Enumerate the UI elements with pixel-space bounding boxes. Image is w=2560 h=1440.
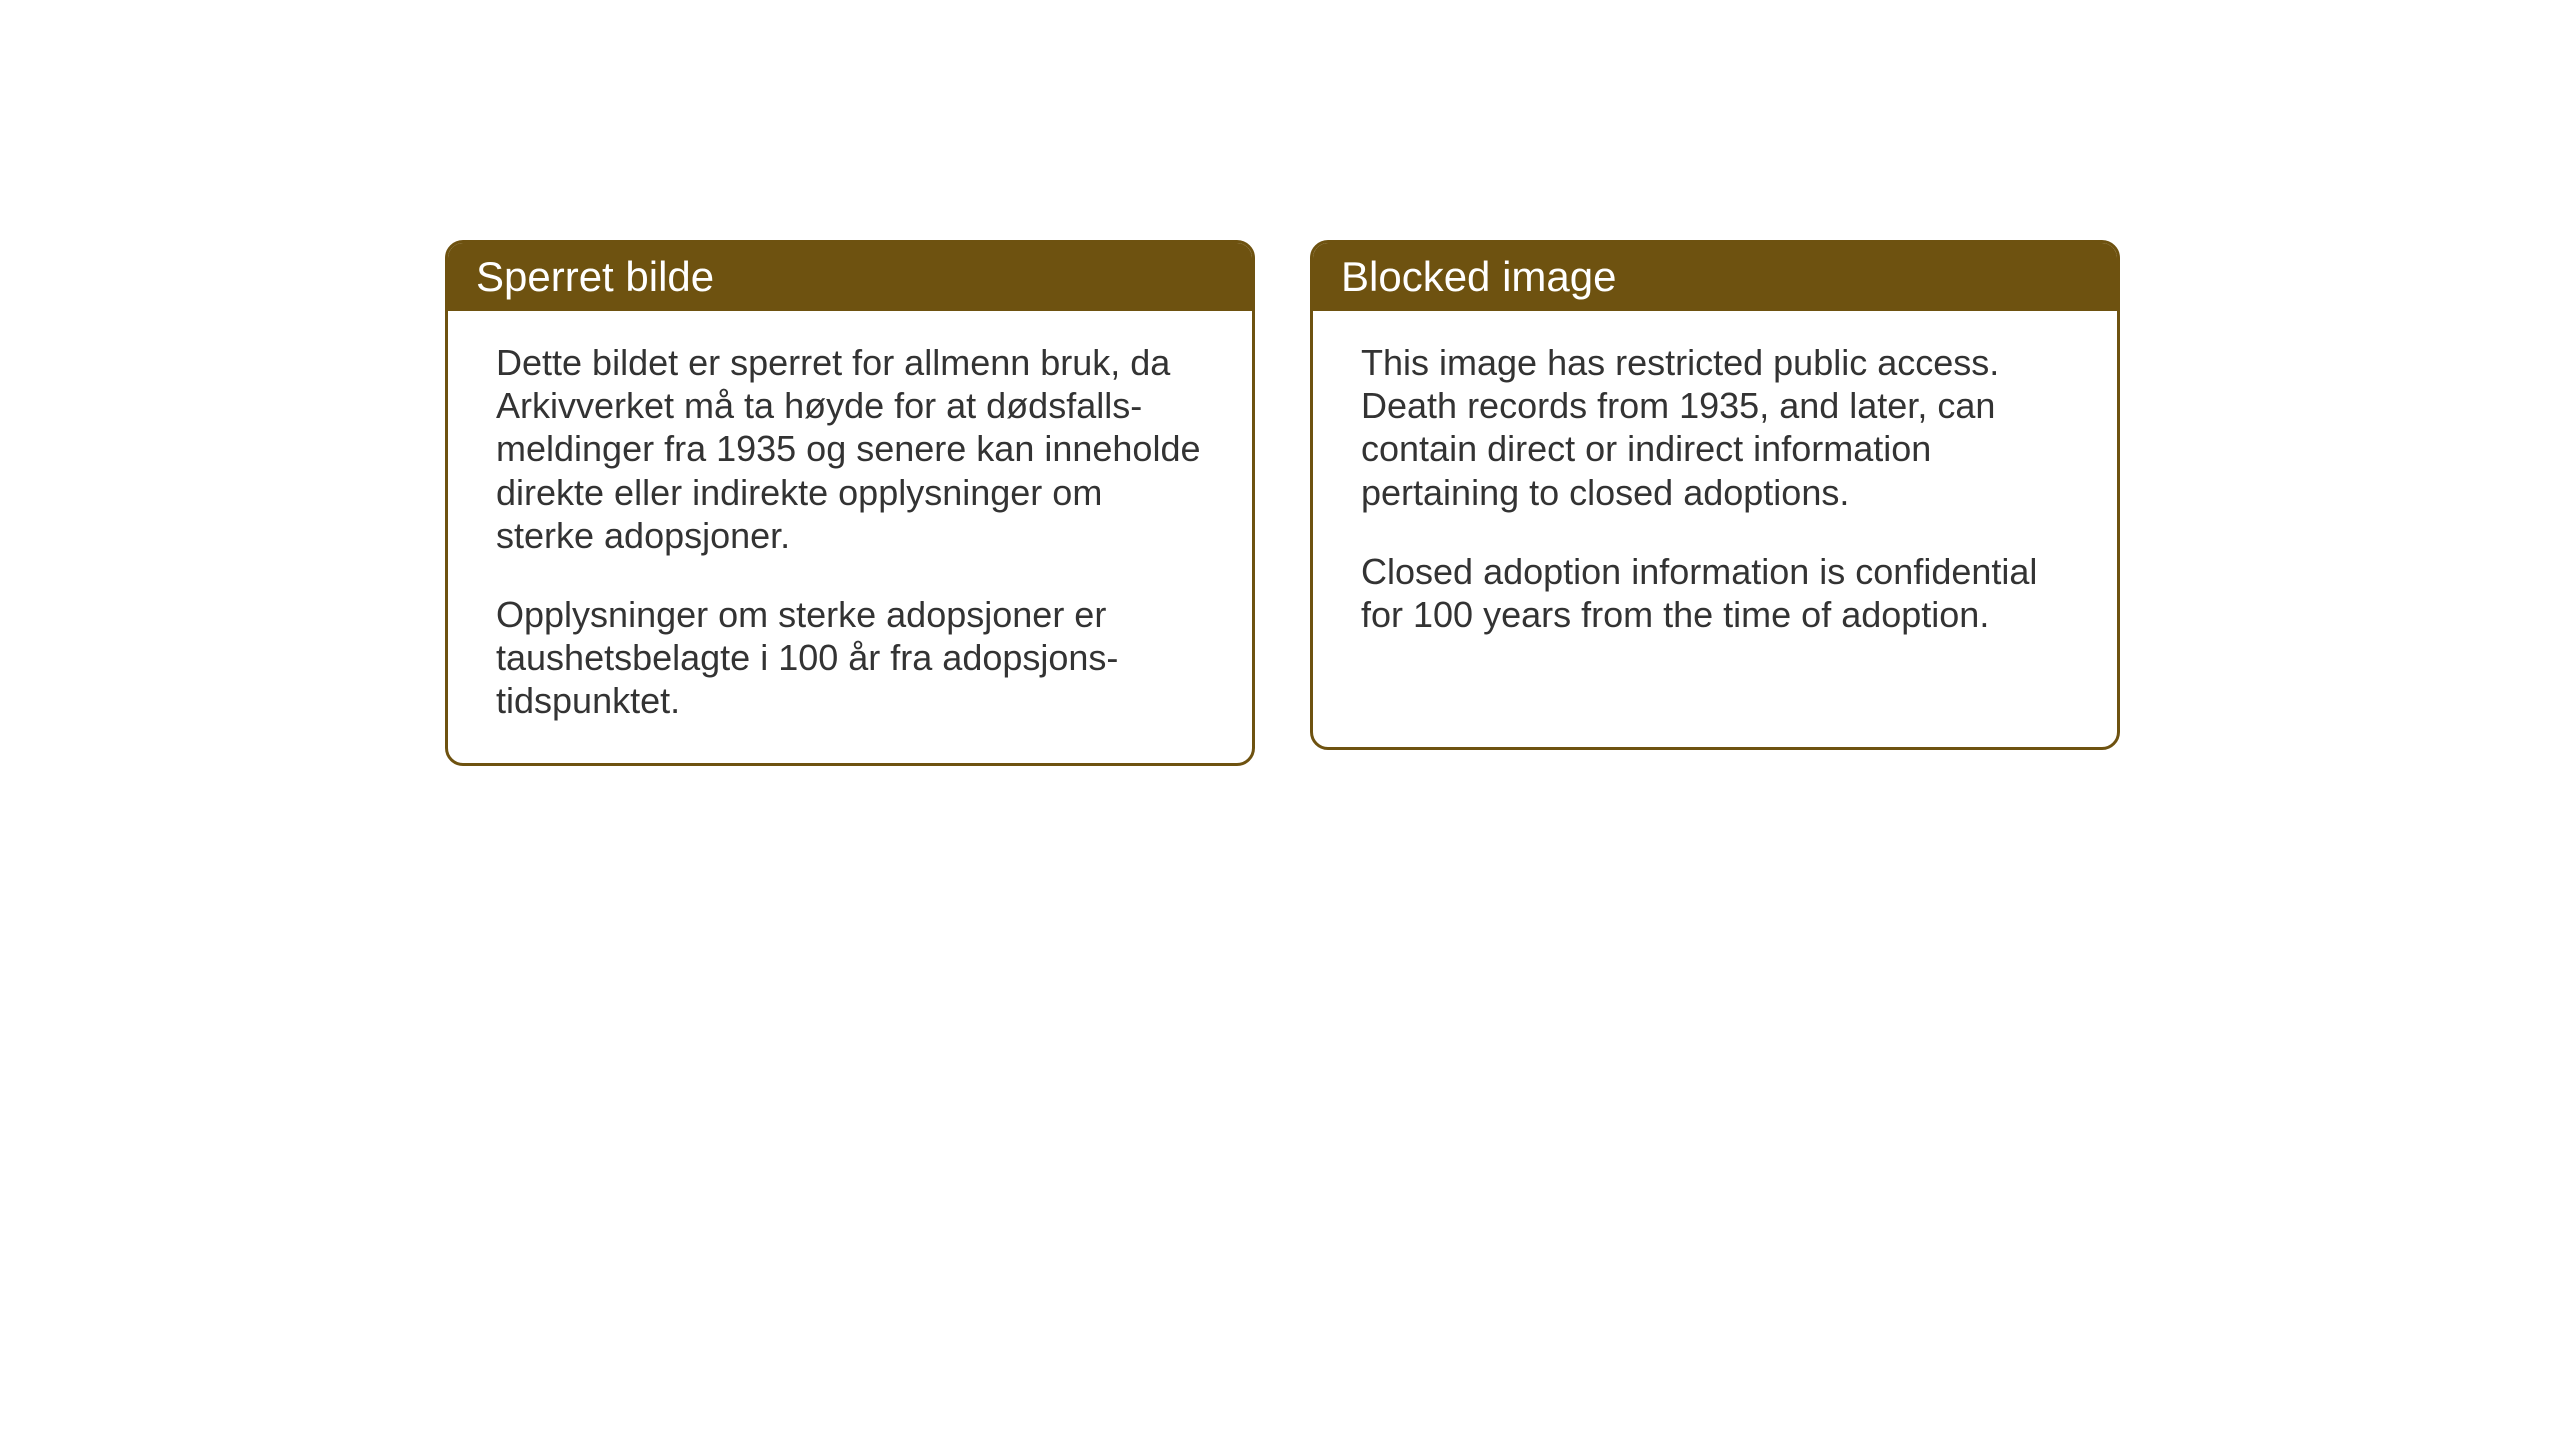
notice-body-norwegian: Dette bildet er sperret for allmenn bruk… [448,311,1252,763]
notice-paragraph-1-norwegian: Dette bildet er sperret for allmenn bruk… [496,341,1204,557]
notice-paragraph-1-english: This image has restricted public access.… [1361,341,2069,514]
notice-box-english: Blocked image This image has restricted … [1310,240,2120,750]
notice-header-norwegian: Sperret bilde [448,243,1252,311]
notice-body-english: This image has restricted public access.… [1313,311,2117,676]
notice-paragraph-2-norwegian: Opplysninger om sterke adopsjoner er tau… [496,593,1204,723]
notice-box-norwegian: Sperret bilde Dette bildet er sperret fo… [445,240,1255,766]
notice-paragraph-2-english: Closed adoption information is confident… [1361,550,2069,636]
notice-title-norwegian: Sperret bilde [476,253,714,300]
notice-header-english: Blocked image [1313,243,2117,311]
notice-container: Sperret bilde Dette bildet er sperret fo… [445,240,2120,766]
notice-title-english: Blocked image [1341,253,1616,300]
